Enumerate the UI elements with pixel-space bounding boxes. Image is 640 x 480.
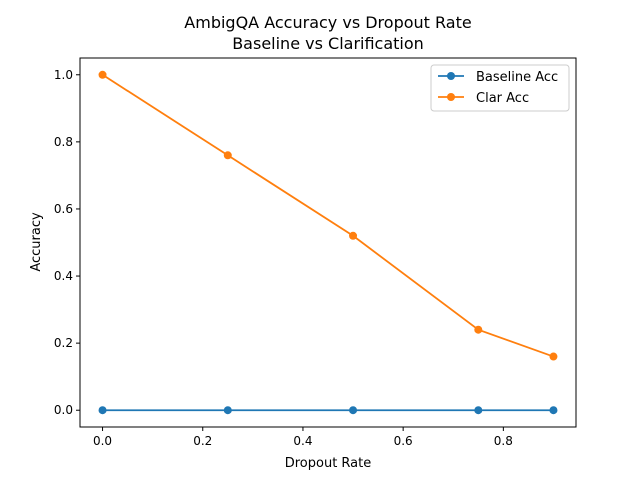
data-point [474, 406, 483, 415]
x-tick-label: 0.8 [494, 434, 513, 448]
data-point [223, 406, 232, 415]
plot-area [80, 58, 576, 427]
plot-frame [79, 57, 577, 428]
data-point [549, 352, 558, 361]
data-point [549, 406, 558, 415]
data-point [98, 406, 107, 415]
series-layer [98, 70, 558, 415]
data-point [349, 231, 358, 240]
y-tick-label: 0.8 [54, 135, 73, 149]
x-axis-ticks: 0.0 0.2 0.4 0.6 0.8 [93, 427, 513, 448]
y-axis-ticks: 0.0 0.2 0.4 0.6 0.8 1.0 [54, 68, 80, 417]
y-axis-label: Accuracy [29, 212, 44, 272]
chart-title: AmbigQA Accuracy vs Dropout Rate [184, 13, 471, 32]
legend-label: Clar Acc [476, 91, 529, 106]
data-point [474, 325, 483, 334]
legend-marker [447, 72, 455, 80]
x-axis-label: Dropout Rate [285, 456, 372, 471]
legend-marker [447, 93, 455, 101]
y-tick-label: 0.4 [54, 269, 73, 283]
chart-subtitle: Baseline vs Clarification [232, 34, 424, 53]
data-point [223, 151, 232, 160]
legend: Baseline Acc Clar Acc [430, 64, 570, 112]
legend-label: Baseline Acc [476, 70, 558, 85]
y-tick-label: 0.6 [54, 202, 73, 216]
x-tick-label: 0.6 [394, 434, 413, 448]
y-tick-label: 0.0 [54, 403, 73, 417]
data-point [349, 406, 358, 415]
x-tick-label: 0.2 [193, 434, 212, 448]
x-tick-label: 0.0 [93, 434, 112, 448]
y-tick-label: 0.2 [54, 336, 73, 350]
data-point [98, 70, 107, 79]
y-tick-label: 1.0 [54, 68, 73, 82]
x-tick-label: 0.4 [293, 434, 312, 448]
legend-box [430, 64, 570, 112]
